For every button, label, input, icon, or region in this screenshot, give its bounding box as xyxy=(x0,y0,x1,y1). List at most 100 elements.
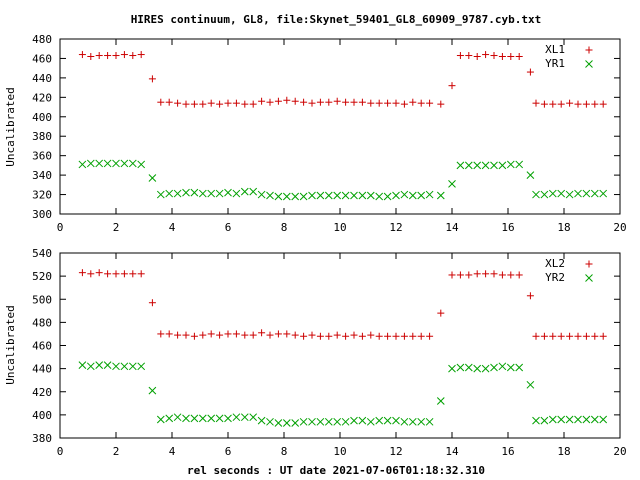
y-tick-label: 320 xyxy=(32,189,52,202)
data-point-XL2 xyxy=(174,331,182,339)
y-tick-label: 460 xyxy=(32,52,52,65)
data-point-XL1 xyxy=(316,98,324,106)
y-tick-label: 520 xyxy=(32,270,52,283)
data-point-YR2 xyxy=(249,413,258,422)
data-point-YR2 xyxy=(137,362,146,371)
x-tick-label: 18 xyxy=(557,221,570,234)
y-tick-label: 380 xyxy=(32,432,52,445)
data-point-YR1 xyxy=(490,161,498,170)
data-point-YR1 xyxy=(282,192,291,201)
data-point-XL1 xyxy=(157,98,165,106)
data-point-XL2 xyxy=(129,270,137,278)
data-point-YR2 xyxy=(565,415,574,424)
data-point-YR1 xyxy=(257,190,266,199)
data-point-XL1 xyxy=(78,51,86,59)
y-tick-label: 400 xyxy=(32,409,52,422)
data-point-XL1 xyxy=(465,52,473,60)
data-point-XL1 xyxy=(137,51,145,59)
data-point-YR2 xyxy=(557,415,566,424)
data-point-XL2 xyxy=(526,292,534,300)
data-point-YR1 xyxy=(324,191,333,200)
data-point-XL2 xyxy=(456,271,464,279)
x-tick-label: 20 xyxy=(613,445,626,458)
data-point-YR2 xyxy=(232,413,241,422)
y-tick-label: 500 xyxy=(32,293,52,306)
data-point-YR2 xyxy=(224,414,232,423)
data-point-YR1 xyxy=(240,187,249,196)
data-point-YR2 xyxy=(333,417,342,426)
data-point-YR2 xyxy=(103,361,112,370)
data-point-YR2 xyxy=(417,417,426,426)
data-point-YR2 xyxy=(299,417,308,426)
data-point-XL2 xyxy=(599,332,607,340)
x-tick-label: 6 xyxy=(225,221,232,234)
data-point-YR2 xyxy=(408,417,417,426)
x-tick-label: 12 xyxy=(389,445,402,458)
data-point-YR2 xyxy=(515,363,524,372)
data-point-YR1 xyxy=(274,192,283,201)
data-point-XL1 xyxy=(129,52,137,60)
data-point-YR1 xyxy=(456,161,465,170)
data-point-YR2 xyxy=(375,416,384,425)
data-point-YR1 xyxy=(557,189,566,198)
data-point-YR1 xyxy=(173,189,182,198)
y-tick-label: 480 xyxy=(32,33,52,46)
legend-label-XL2: XL2 xyxy=(545,257,565,270)
data-point-YR1 xyxy=(291,192,300,201)
data-point-XL2 xyxy=(207,330,215,338)
data-point-YR1 xyxy=(137,160,146,169)
data-point-YR1 xyxy=(358,191,367,200)
data-point-YR2 xyxy=(448,364,456,373)
data-point-YR2 xyxy=(198,414,207,423)
data-point-XL2 xyxy=(557,332,565,340)
data-point-YR2 xyxy=(215,414,224,423)
data-point-XL1 xyxy=(112,52,120,60)
data-point-XL1 xyxy=(165,98,173,106)
data-point-XL2 xyxy=(566,332,574,340)
data-point-YR2 xyxy=(456,363,465,372)
data-point-XL2 xyxy=(232,330,240,338)
data-point-YR1 xyxy=(156,190,165,199)
data-point-XL2 xyxy=(540,332,548,340)
data-point-YR1 xyxy=(86,159,95,168)
data-point-XL1 xyxy=(392,99,400,107)
data-point-XL2 xyxy=(448,271,456,279)
y-tick-label: 540 xyxy=(32,247,52,260)
x-tick-label: 6 xyxy=(225,445,232,458)
data-point-YR2 xyxy=(266,417,274,426)
y-tick-label: 480 xyxy=(32,316,52,329)
data-point-YR1 xyxy=(408,191,417,200)
data-point-XL2 xyxy=(350,331,358,339)
data-point-YR2 xyxy=(490,363,498,372)
data-point-XL1 xyxy=(190,100,198,108)
data-point-XL1 xyxy=(174,99,182,107)
y-tick-label: 420 xyxy=(32,386,52,399)
data-point-XL1 xyxy=(400,100,408,108)
data-point-YR2 xyxy=(582,415,591,424)
data-point-XL1 xyxy=(232,99,240,107)
data-point-XL2 xyxy=(367,331,375,339)
y-tick-label: 360 xyxy=(32,150,52,163)
data-point-XL1 xyxy=(104,52,112,60)
data-point-YR2 xyxy=(436,397,445,405)
data-point-YR1 xyxy=(316,191,325,200)
data-marks-1 xyxy=(78,51,608,201)
data-point-XL2 xyxy=(224,330,232,338)
data-point-XL1 xyxy=(258,97,266,105)
data-point-YR2 xyxy=(112,362,120,371)
data-point-YR1 xyxy=(182,188,190,197)
data-point-XL1 xyxy=(448,82,456,90)
data-point-YR2 xyxy=(86,362,95,371)
data-point-YR2 xyxy=(282,419,291,427)
data-point-XL1 xyxy=(266,98,274,106)
data-point-YR1 xyxy=(574,189,582,198)
data-point-XL2 xyxy=(358,332,366,340)
data-point-XL1 xyxy=(417,99,425,107)
y-tick-label: 400 xyxy=(32,111,52,124)
axes-1: 0 2 4 6 8 10 12 14 16 18 20 300 320 340 360 380 400 420 44… xyxy=(32,33,627,234)
data-point-XL2 xyxy=(384,332,392,340)
data-point-XL1 xyxy=(367,99,375,107)
data-point-YR1 xyxy=(366,191,375,200)
legend-label-XL1: XL1 xyxy=(545,43,565,56)
x-tick-label: 10 xyxy=(333,221,346,234)
